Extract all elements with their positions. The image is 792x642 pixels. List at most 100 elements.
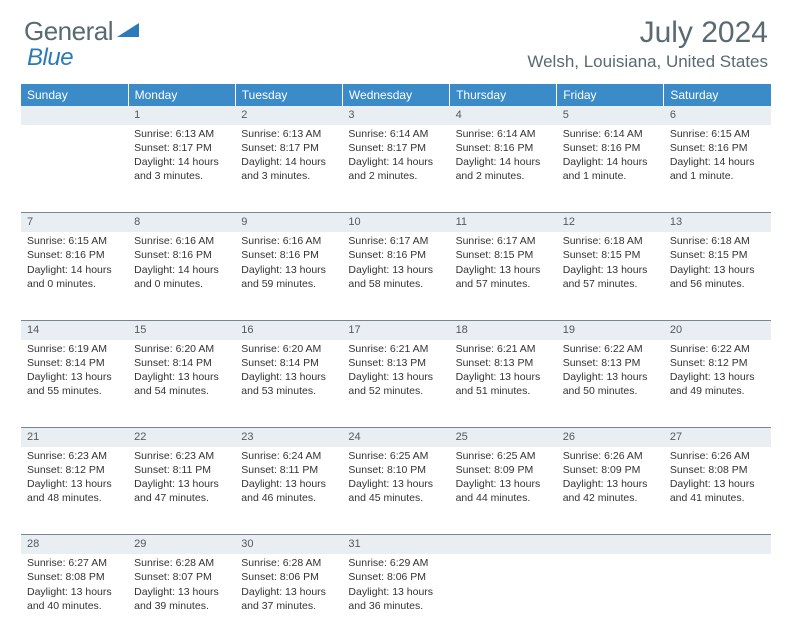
day-content-cell (21, 125, 128, 213)
sunrise-text: Sunrise: 6:29 AM (348, 556, 443, 570)
day-details: Sunrise: 6:17 AMSunset: 8:15 PMDaylight:… (450, 232, 557, 297)
day-number-cell: 27 (664, 428, 771, 447)
day-number-cell: 12 (557, 213, 664, 232)
sunrise-text: Sunrise: 6:18 AM (563, 234, 658, 248)
day-content-cell: Sunrise: 6:26 AMSunset: 8:08 PMDaylight:… (664, 447, 771, 535)
daylight-text-2: and 51 minutes. (456, 384, 551, 398)
day-number-cell (450, 535, 557, 554)
day-content-cell (450, 554, 557, 642)
sunset-text: Sunset: 8:07 PM (134, 570, 229, 584)
logo-text-2: Blue (27, 44, 73, 71)
daylight-text-2: and 55 minutes. (27, 384, 122, 398)
sunrise-text: Sunrise: 6:26 AM (563, 449, 658, 463)
col-saturday: Saturday (664, 84, 771, 106)
logo: General (24, 16, 141, 47)
day-details: Sunrise: 6:15 AMSunset: 8:16 PMDaylight:… (664, 125, 771, 190)
sunset-text: Sunset: 8:16 PM (670, 141, 765, 155)
day-number-cell: 30 (235, 535, 342, 554)
daylight-text-2: and 3 minutes. (241, 169, 336, 183)
day-content-cell: Sunrise: 6:14 AMSunset: 8:16 PMDaylight:… (557, 125, 664, 213)
daylight-text-1: Daylight: 13 hours (27, 370, 122, 384)
day-content-cell: Sunrise: 6:20 AMSunset: 8:14 PMDaylight:… (128, 340, 235, 428)
day-number-cell (664, 535, 771, 554)
day-details: Sunrise: 6:20 AMSunset: 8:14 PMDaylight:… (128, 340, 235, 405)
day-number-row: 28293031 (21, 535, 771, 554)
day-number-cell: 19 (557, 320, 664, 339)
day-number-cell: 17 (342, 320, 449, 339)
day-number-cell: 3 (342, 106, 449, 125)
daylight-text-2: and 0 minutes. (134, 277, 229, 291)
day-details: Sunrise: 6:16 AMSunset: 8:16 PMDaylight:… (235, 232, 342, 297)
sunrise-text: Sunrise: 6:27 AM (27, 556, 122, 570)
daylight-text-2: and 1 minute. (670, 169, 765, 183)
daylight-text-1: Daylight: 14 hours (348, 155, 443, 169)
sunrise-text: Sunrise: 6:17 AM (456, 234, 551, 248)
page-header: General July 2024 Welsh, Louisiana, Unit… (0, 0, 792, 76)
day-details: Sunrise: 6:23 AMSunset: 8:11 PMDaylight:… (128, 447, 235, 512)
day-details: Sunrise: 6:26 AMSunset: 8:09 PMDaylight:… (557, 447, 664, 512)
day-details: Sunrise: 6:16 AMSunset: 8:16 PMDaylight:… (128, 232, 235, 297)
day-content-cell: Sunrise: 6:19 AMSunset: 8:14 PMDaylight:… (21, 340, 128, 428)
sunset-text: Sunset: 8:16 PM (134, 248, 229, 262)
daylight-text-1: Daylight: 13 hours (134, 477, 229, 491)
day-content-cell: Sunrise: 6:14 AMSunset: 8:16 PMDaylight:… (450, 125, 557, 213)
day-content-row: Sunrise: 6:15 AMSunset: 8:16 PMDaylight:… (21, 232, 771, 320)
sunset-text: Sunset: 8:14 PM (241, 356, 336, 370)
sunrise-text: Sunrise: 6:14 AM (563, 127, 658, 141)
day-details: Sunrise: 6:14 AMSunset: 8:16 PMDaylight:… (557, 125, 664, 190)
day-details: Sunrise: 6:25 AMSunset: 8:10 PMDaylight:… (342, 447, 449, 512)
day-details: Sunrise: 6:29 AMSunset: 8:06 PMDaylight:… (342, 554, 449, 619)
sunset-text: Sunset: 8:06 PM (241, 570, 336, 584)
day-content-cell: Sunrise: 6:17 AMSunset: 8:16 PMDaylight:… (342, 232, 449, 320)
sunrise-text: Sunrise: 6:16 AM (241, 234, 336, 248)
sunset-text: Sunset: 8:17 PM (348, 141, 443, 155)
day-content-cell: Sunrise: 6:29 AMSunset: 8:06 PMDaylight:… (342, 554, 449, 642)
day-number-cell: 10 (342, 213, 449, 232)
sunrise-text: Sunrise: 6:23 AM (134, 449, 229, 463)
sunrise-text: Sunrise: 6:24 AM (241, 449, 336, 463)
sunrise-text: Sunrise: 6:20 AM (134, 342, 229, 356)
daylight-text-1: Daylight: 13 hours (563, 370, 658, 384)
daylight-text-2: and 49 minutes. (670, 384, 765, 398)
day-number-cell: 4 (450, 106, 557, 125)
sunrise-text: Sunrise: 6:14 AM (456, 127, 551, 141)
daylight-text-1: Daylight: 14 hours (27, 263, 122, 277)
day-details: Sunrise: 6:21 AMSunset: 8:13 PMDaylight:… (450, 340, 557, 405)
day-details: Sunrise: 6:27 AMSunset: 8:08 PMDaylight:… (21, 554, 128, 619)
day-details: Sunrise: 6:19 AMSunset: 8:14 PMDaylight:… (21, 340, 128, 405)
day-number-row: 123456 (21, 106, 771, 125)
day-content-cell: Sunrise: 6:15 AMSunset: 8:16 PMDaylight:… (21, 232, 128, 320)
sunrise-text: Sunrise: 6:22 AM (670, 342, 765, 356)
daylight-text-1: Daylight: 13 hours (348, 585, 443, 599)
day-details: Sunrise: 6:15 AMSunset: 8:16 PMDaylight:… (21, 232, 128, 297)
sunset-text: Sunset: 8:11 PM (241, 463, 336, 477)
daylight-text-2: and 58 minutes. (348, 277, 443, 291)
sunrise-text: Sunrise: 6:22 AM (563, 342, 658, 356)
sunset-text: Sunset: 8:11 PM (134, 463, 229, 477)
daylight-text-2: and 57 minutes. (456, 277, 551, 291)
day-content-cell: Sunrise: 6:16 AMSunset: 8:16 PMDaylight:… (128, 232, 235, 320)
daylight-text-1: Daylight: 13 hours (670, 263, 765, 277)
logo-text-2-wrap: Blue (27, 44, 73, 72)
day-number-cell: 26 (557, 428, 664, 447)
sunset-text: Sunset: 8:12 PM (27, 463, 122, 477)
daylight-text-1: Daylight: 13 hours (241, 477, 336, 491)
day-content-cell: Sunrise: 6:15 AMSunset: 8:16 PMDaylight:… (664, 125, 771, 213)
sunrise-text: Sunrise: 6:13 AM (134, 127, 229, 141)
daylight-text-2: and 1 minute. (563, 169, 658, 183)
col-friday: Friday (557, 84, 664, 106)
sunset-text: Sunset: 8:13 PM (348, 356, 443, 370)
daylight-text-1: Daylight: 13 hours (670, 477, 765, 491)
daylight-text-2: and 3 minutes. (134, 169, 229, 183)
day-number-cell: 6 (664, 106, 771, 125)
sunset-text: Sunset: 8:17 PM (134, 141, 229, 155)
col-wednesday: Wednesday (342, 84, 449, 106)
day-details: Sunrise: 6:14 AMSunset: 8:16 PMDaylight:… (450, 125, 557, 190)
day-number-cell: 22 (128, 428, 235, 447)
daylight-text-2: and 2 minutes. (348, 169, 443, 183)
day-number-cell: 21 (21, 428, 128, 447)
day-details: Sunrise: 6:23 AMSunset: 8:12 PMDaylight:… (21, 447, 128, 512)
daylight-text-1: Daylight: 13 hours (456, 370, 551, 384)
col-monday: Monday (128, 84, 235, 106)
page-subtitle: Welsh, Louisiana, United States (527, 52, 768, 72)
